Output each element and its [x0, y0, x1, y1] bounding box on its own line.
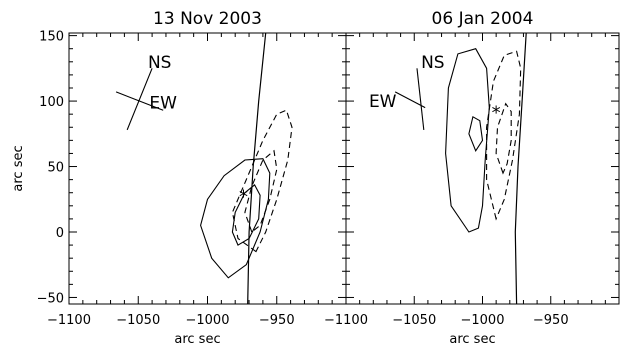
plot-frame — [68, 32, 347, 305]
axis-ticks: −1100 −1050 −1000 −950 −50 0 50 100 150 — [37, 30, 346, 328]
limb-line — [247, 32, 267, 305]
plot-frame — [345, 32, 620, 305]
x-axis-label: arc sec — [449, 332, 495, 347]
peak-marker: * — [492, 103, 501, 124]
ns-label: NS — [148, 53, 172, 73]
x-tick-label: −1000 — [186, 313, 230, 328]
axis-ticks: −1100 −1050 −1000 −950 — [324, 33, 619, 328]
y-tick-label: 0 — [56, 226, 64, 241]
y-tick-label: 50 — [47, 161, 64, 176]
panel-title: 13 Nov 2003 — [153, 9, 262, 29]
dashed-contour — [231, 109, 293, 253]
limb-line — [514, 32, 527, 305]
peak-marker: * — [239, 186, 248, 207]
x-tick-label: −950 — [533, 313, 569, 328]
solid-contour — [200, 158, 271, 279]
ns-orientation-line — [416, 68, 425, 130]
ns-orientation-line — [126, 68, 153, 131]
y-tick-label: −50 — [37, 291, 64, 306]
panel-13-nov-2003: 13 Nov 2003 arc sec arc sec −1100 −1050 −1… — [11, 9, 347, 347]
plot-area: * NS EW — [369, 32, 527, 305]
dashed-contour — [486, 50, 522, 221]
ew-label: EW — [369, 92, 397, 112]
x-tick-label: −1100 — [47, 313, 91, 328]
x-tick-label: −1000 — [461, 313, 505, 328]
x-axis-label: arc sec — [174, 332, 220, 347]
ns-label: NS — [421, 53, 445, 73]
y-tick-label: 150 — [39, 30, 64, 45]
dashed-contour — [495, 102, 512, 175]
y-axis-label: arc sec — [11, 145, 26, 191]
ew-orientation-line — [394, 91, 426, 109]
solid-contour — [231, 184, 261, 246]
dashed-contour — [244, 149, 278, 233]
ew-orientation-line — [115, 91, 164, 111]
x-tick-label: −1100 — [324, 313, 368, 328]
ew-label: EW — [149, 93, 177, 113]
x-tick-label: −1050 — [392, 313, 436, 328]
solid-contour — [445, 48, 490, 233]
panel-06-jan-2004: 06 Jan 2004 arc sec −1100 −1050 −1000 −950 … — [324, 9, 620, 347]
panel-title: 06 Jan 2004 — [432, 9, 534, 29]
solid-contour — [468, 115, 484, 152]
plot-area: * NS EW — [115, 32, 293, 305]
y-tick-label: 100 — [39, 95, 64, 110]
x-tick-label: −950 — [259, 313, 295, 328]
x-tick-label: −1050 — [116, 313, 160, 328]
